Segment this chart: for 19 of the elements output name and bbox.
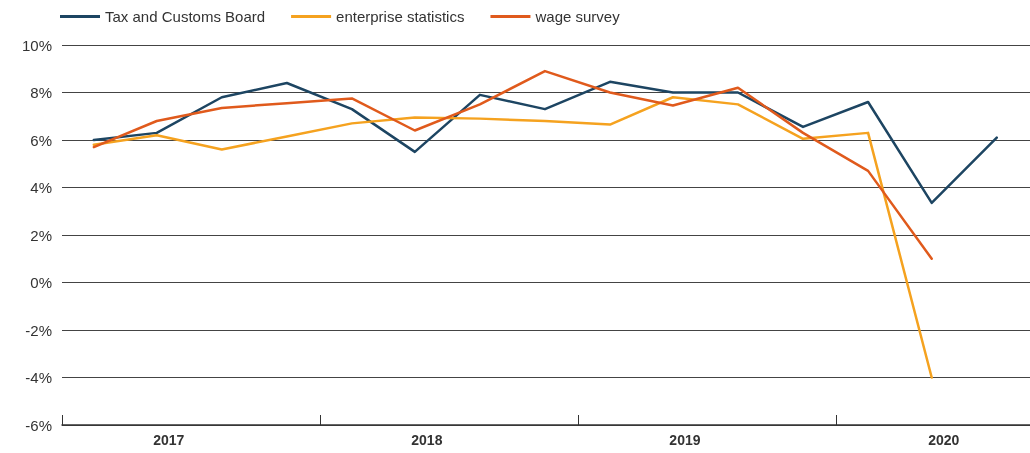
y-tick-label: 0% <box>30 274 52 291</box>
y-tick-label: 8% <box>30 84 52 101</box>
legend-label: Tax and Customs Board <box>105 8 266 25</box>
y-tick-label: -2% <box>25 321 52 339</box>
y-tick-label: 4% <box>30 179 52 196</box>
legend-label: enterprise statistics <box>336 8 465 25</box>
legend-label: wage survey <box>534 8 621 25</box>
y-tick-label: -4% <box>25 369 52 386</box>
x-tick-label: 2020 <box>928 432 960 448</box>
y-tick-label: 10% <box>21 36 52 54</box>
x-tick-label: 2018 <box>411 432 443 448</box>
y-tick-label: 2% <box>30 226 52 244</box>
line-series <box>92 80 999 205</box>
line-series <box>92 69 933 260</box>
line-series <box>92 96 933 379</box>
y-tick-label: -6% <box>25 416 52 434</box>
x-tick-label: 2017 <box>153 432 185 448</box>
x-tick-label: 2019 <box>669 432 701 448</box>
y-tick-label: 6% <box>30 131 52 149</box>
